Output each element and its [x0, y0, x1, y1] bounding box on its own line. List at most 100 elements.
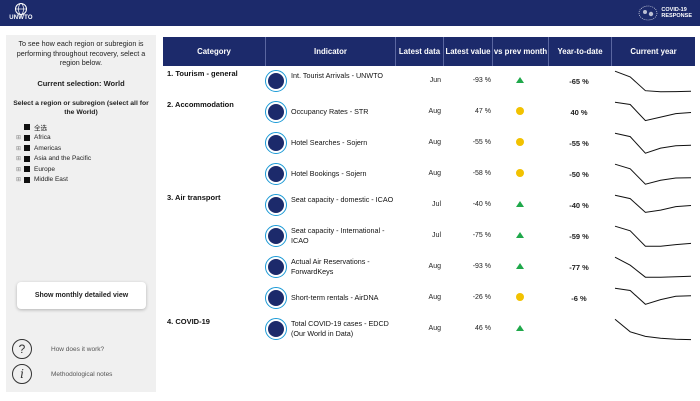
logo-text: UNWTO: [9, 15, 33, 21]
checkbox[interactable]: [24, 166, 30, 173]
latest-value-cell: -40 %: [472, 201, 491, 208]
plane-domestic-icon: [265, 194, 287, 216]
yellow-dot-icon: [516, 138, 524, 146]
sparkline-svg: [614, 132, 692, 154]
table-row: 2. Accommodation Occupancy Rates - STR Aug…: [163, 97, 695, 128]
expand-icon[interactable]: ⊞: [16, 135, 22, 142]
category-label: 2. Accommodation: [167, 100, 234, 109]
intro-text: To see how each region or subregion is p…: [16, 39, 146, 67]
checkbox[interactable]: [24, 145, 30, 152]
checkbox[interactable]: [24, 176, 30, 183]
world-map-icon: [639, 5, 658, 21]
header-year-to-date: Year-to-date: [548, 37, 611, 66]
latest-data-cell: Aug: [428, 170, 441, 177]
globe-arrivals-icon: [265, 70, 287, 92]
expand-icon[interactable]: ⊞: [16, 156, 22, 163]
icon-fill: [268, 290, 284, 306]
sparkline: [611, 159, 695, 190]
sparkline: [611, 221, 695, 252]
table-row: 4. COVID-19 Total COVID-19 cases - EDCD (…: [163, 314, 695, 345]
latest-value-cell: 47 %: [475, 108, 491, 115]
latest-value-cell: -58 %: [472, 170, 491, 177]
sparkline-svg: [614, 256, 692, 278]
hotel-search-icon: [265, 132, 287, 154]
trend-up-icon: [516, 232, 524, 238]
sparkline-svg: [614, 70, 692, 93]
indicator-label: Hotel Bookings - Sojern: [291, 169, 367, 178]
trend-up-icon: [516, 325, 524, 331]
latest-data-cell: Aug: [428, 294, 441, 301]
yellow-dot-icon: [516, 169, 524, 177]
latest-data-cell: Jul: [432, 232, 441, 239]
trend-neutral-icon: [516, 107, 524, 115]
info-icon[interactable]: i: [12, 364, 32, 384]
expand-icon[interactable]: ⊞: [16, 145, 22, 152]
checkbox[interactable]: [24, 134, 30, 141]
region-item[interactable]: ⊞ Americas: [16, 143, 146, 154]
sparkline: [611, 97, 695, 128]
sparkline-path: [614, 101, 692, 122]
indicator-label: Actual Air Reservations - ForwardKeys: [291, 257, 370, 276]
region-item[interactable]: ⊞ Europe: [16, 164, 146, 175]
how-it-works-row[interactable]: ? How does it work?: [12, 339, 104, 359]
covid-logo-line2: RESPONSE: [661, 13, 692, 19]
green-triangle-icon: [516, 263, 524, 269]
table-header: Category Indicator Latest data Latest va…: [163, 37, 695, 66]
region-label: Africa: [34, 134, 51, 142]
latest-data-cell: Jun: [429, 77, 441, 84]
expand-icon[interactable]: ⊞: [16, 166, 22, 173]
sparkline-svg: [614, 101, 692, 122]
icon-fill: [268, 321, 284, 337]
table-row: Actual Air Reservations - ForwardKeys Aug…: [163, 252, 695, 283]
indicator-label: Occupancy Rates - STR: [291, 107, 369, 116]
region-item[interactable]: ⊞ Asia and the Pacific: [16, 154, 146, 165]
region-label: Asia and the Pacific: [34, 155, 92, 163]
ytd-cell: 40 %: [570, 108, 588, 117]
methodological-notes-row[interactable]: i Methodological notes: [12, 364, 112, 384]
checkbox[interactable]: [24, 155, 30, 162]
trend-up-icon: [516, 201, 524, 207]
region-filter-panel: To see how each region or subregion is p…: [6, 35, 156, 392]
trend-up-icon: [516, 77, 524, 83]
hotel-icon: [265, 101, 287, 123]
sparkline: [611, 66, 695, 97]
ytd-cell: -40 %: [569, 201, 589, 210]
question-icon[interactable]: ?: [12, 339, 32, 359]
methodological-notes-link[interactable]: Methodological notes: [51, 370, 113, 378]
icon-fill: [268, 135, 284, 151]
region-item[interactable]: ⊞ Middle East: [16, 175, 146, 186]
sparkline-path: [614, 132, 692, 154]
category-label: 4. COVID-19: [167, 317, 210, 326]
latest-data-cell: Aug: [428, 139, 441, 146]
covid-logo-line1: COVID-19: [661, 7, 687, 13]
sparkline-svg: [614, 318, 692, 341]
icon-fill: [268, 259, 284, 275]
latest-data-cell: Aug: [428, 263, 441, 270]
hotel-booking-icon: [265, 163, 287, 185]
how-it-works-link[interactable]: How does it work?: [51, 345, 105, 353]
icon-fill: [268, 104, 284, 120]
icon-fill: [268, 197, 284, 213]
show-detailed-view-button[interactable]: Show monthly detailed view: [17, 282, 146, 309]
region-item[interactable]: ⊞ Africa: [16, 133, 146, 144]
current-selection: Current selection: World: [37, 79, 125, 88]
latest-value-cell: -75 %: [472, 232, 491, 239]
trend-neutral-icon: [516, 169, 524, 177]
header-latest-value: Latest value: [443, 37, 492, 66]
ytd-cell: -65 %: [569, 77, 589, 86]
header-latest-data: Latest data: [395, 37, 443, 66]
green-triangle-icon: [516, 325, 524, 331]
sparkline-path: [614, 318, 692, 341]
table-row: Seat capacity - International - ICAO Jul -…: [163, 221, 695, 252]
expand-icon[interactable]: ⊞: [16, 177, 22, 184]
unwto-globe-icon: [15, 3, 27, 15]
region-item[interactable]: 全选: [16, 122, 146, 133]
header-category: Category: [197, 47, 231, 56]
sparkline-svg: [614, 194, 692, 213]
checkbox[interactable]: [24, 124, 30, 131]
trend-neutral-icon: [516, 138, 524, 146]
icon-fill: [268, 228, 284, 244]
ytd-cell: -6 %: [571, 294, 587, 303]
indicator-label: Seat capacity - International - ICAO: [291, 226, 385, 245]
indicator-table: Category Indicator Latest data Latest va…: [163, 37, 695, 389]
